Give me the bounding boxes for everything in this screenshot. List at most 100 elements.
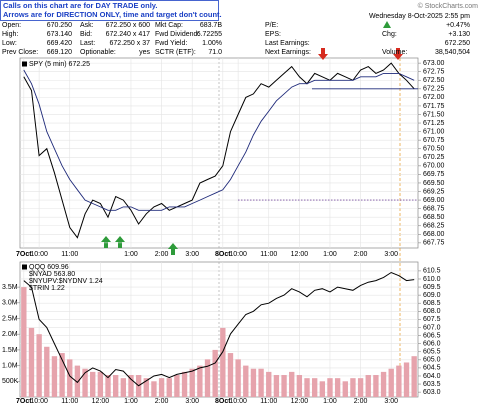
y-tick-label: 671.00 xyxy=(423,128,445,135)
header-cell: Prev Close: xyxy=(2,49,38,56)
volume-bar xyxy=(44,346,50,397)
volume-bar xyxy=(311,378,318,397)
y-tick-label: 668.50 xyxy=(423,214,445,221)
volume-bar xyxy=(342,381,348,397)
x-tick-label: 3:00 xyxy=(384,251,398,258)
header-cell: Volume: xyxy=(382,49,407,56)
green-arrows xyxy=(101,236,178,255)
volume-bar xyxy=(82,368,88,397)
volume-bar xyxy=(74,365,81,397)
volume-bar xyxy=(174,375,180,397)
x-tick-label: 2:00 xyxy=(155,251,169,258)
volume-bar xyxy=(67,359,73,397)
header-cell: SCTR (ETF): xyxy=(155,49,196,56)
volume-bar xyxy=(151,381,157,397)
volume-bar xyxy=(105,375,111,397)
y-tick-label: 609.5 xyxy=(423,284,441,291)
volume-bar xyxy=(227,353,234,397)
y-tick-label: 672.00 xyxy=(423,94,445,101)
volume-bar xyxy=(181,371,188,397)
header-cell: P/E: xyxy=(265,22,278,29)
header-cell: EPS: xyxy=(265,31,281,38)
volume-bar xyxy=(235,359,241,397)
volume-bar xyxy=(90,371,96,397)
x-tick-label: 10:00 xyxy=(30,398,48,405)
header-cell: Ask: xyxy=(80,22,94,29)
y2-tick-label: 3.5M xyxy=(2,284,18,291)
watermark: © StockCharts.com xyxy=(418,2,479,10)
header-cell: 669.420 xyxy=(47,40,72,47)
x-tick-label: 12:00 xyxy=(291,251,309,258)
price-line xyxy=(23,69,415,211)
y-tick-label: 670.00 xyxy=(423,163,445,170)
date: Wednesday 8-Oct-2025 2:55 pm xyxy=(369,13,470,20)
x-tick-label: 2:00 xyxy=(354,251,368,258)
volume-bar xyxy=(373,375,379,397)
header-cell: 672.240 x 417 xyxy=(106,31,150,38)
volume-bar xyxy=(59,353,65,397)
volume-bar xyxy=(411,356,417,397)
volume-bar xyxy=(51,356,58,397)
y-tick-label: 669.00 xyxy=(423,197,445,204)
y-tick-label: 670.50 xyxy=(423,146,445,153)
x-tick-label: 8Oct xyxy=(215,398,231,405)
price-line xyxy=(23,271,415,387)
volume-bar xyxy=(273,375,280,397)
y-tick-label: 607.0 xyxy=(423,324,441,331)
y-tick-label: 667.75 xyxy=(423,240,445,247)
y2-tick-label: 500K xyxy=(2,378,19,385)
volume-bar xyxy=(128,375,134,397)
volume-bar xyxy=(158,378,165,397)
y-tick-label: 605.5 xyxy=(423,349,441,356)
header-cell: 673.140 xyxy=(47,31,72,38)
y-tick-label: 669.50 xyxy=(423,180,445,187)
volume-bar xyxy=(357,378,364,397)
x-tick-label: 3:00 xyxy=(384,398,398,405)
volume-bar xyxy=(28,327,35,397)
y-tick-label: 671.50 xyxy=(423,111,445,118)
header-cell: High: xyxy=(2,31,18,38)
legend-label: QQQ 609.96 xyxy=(29,264,69,271)
y-tick-label: 606.5 xyxy=(423,332,441,339)
volume-bar xyxy=(365,375,371,397)
header-cell: Last: xyxy=(80,40,95,47)
header-cell: 683.7B xyxy=(200,22,223,29)
red-arrows xyxy=(318,48,403,60)
volume-bar xyxy=(204,359,211,397)
header-cell: Last Earnings: xyxy=(265,40,310,47)
y2-tick-label: 1.5M xyxy=(2,347,18,354)
volume-bar xyxy=(327,378,333,397)
indicator-label: $NYUPV:$NYDNV 1.24 xyxy=(29,278,103,285)
legend-label: SPY (5 min) 672.25 xyxy=(29,61,90,68)
header-cell: 6.72255 xyxy=(197,31,222,38)
volume-bar xyxy=(388,368,394,397)
y-tick-label: 607.5 xyxy=(423,316,441,323)
y-tick-label: 672.75 xyxy=(423,69,445,76)
header-cell: Mkt Cap: xyxy=(155,22,183,29)
header-cell: Open: xyxy=(2,22,21,29)
x-tick-label: 12:00 xyxy=(291,398,309,405)
y-tick-label: 603.0 xyxy=(423,389,441,396)
note-box xyxy=(0,0,219,21)
y-tick-label: 606.0 xyxy=(423,340,441,347)
volume-bar xyxy=(396,365,402,397)
volume-bar xyxy=(350,378,356,397)
x-tick-label: 3:00 xyxy=(185,251,199,258)
y2-tick-label: 2.5M xyxy=(2,315,18,322)
volume-bar xyxy=(120,378,127,397)
volume-bar xyxy=(197,365,203,397)
y2-tick-label: 2.0M xyxy=(2,331,18,338)
volume-bar xyxy=(266,371,272,397)
header-cell: 672.250 xyxy=(445,40,470,47)
volume-bar xyxy=(112,375,119,397)
x-tick-label: 1:00 xyxy=(124,251,138,258)
x-tick-label: 10:00 xyxy=(229,251,247,258)
y-tick-label: 608.0 xyxy=(423,308,441,315)
header-cell: Next Earnings: xyxy=(265,49,311,56)
y-tick-label: 604.0 xyxy=(423,373,441,380)
header-cell: 38,540,504 xyxy=(435,49,470,56)
x-tick-label: 10:00 xyxy=(30,251,48,258)
y-tick-label: 608.5 xyxy=(423,300,441,307)
x-tick-label: 12:00 xyxy=(92,398,110,405)
